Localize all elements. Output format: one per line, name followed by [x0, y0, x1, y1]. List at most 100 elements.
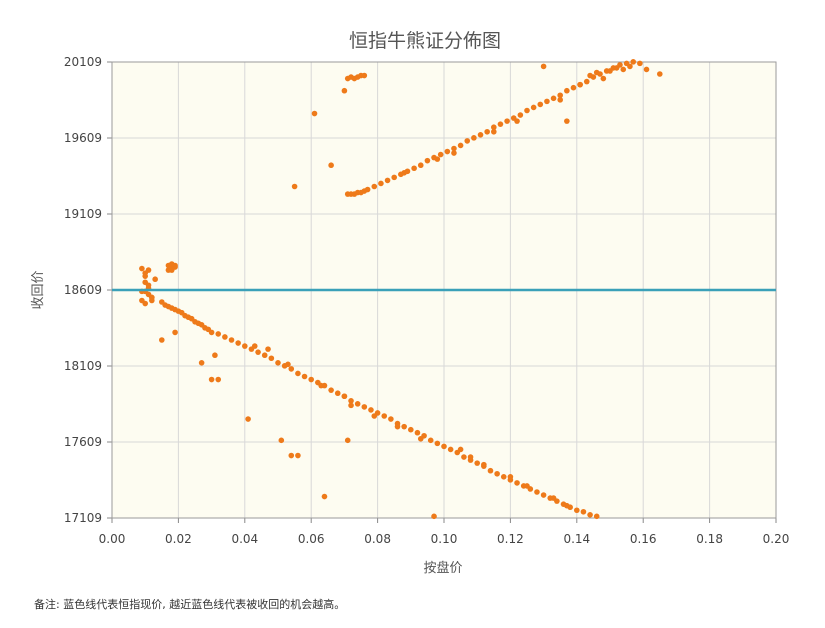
data-point: [517, 112, 524, 118]
data-point: [149, 297, 155, 304]
axes: 0.00 0.02 0.04 0.06 0.08 0.10 0.12 0.14 0.16 0.18…: [64, 55, 790, 546]
data-point: [524, 107, 530, 114]
data-point: [574, 507, 580, 514]
data-point: [564, 87, 570, 94]
x-tick-label: 0.10: [431, 532, 458, 546]
data-point: [152, 276, 158, 283]
data-point: [467, 454, 474, 460]
data-point: [275, 360, 281, 366]
data-point: [491, 128, 497, 135]
data-point: [268, 355, 275, 362]
data-point: [368, 407, 374, 413]
data-point: [583, 78, 590, 85]
y-tick-label: 19109: [64, 207, 102, 221]
y-axis-label: 收回价: [31, 270, 46, 309]
data-point: [474, 460, 481, 466]
data-point: [434, 440, 441, 447]
data-point: [288, 366, 295, 372]
data-point: [381, 413, 388, 419]
data-point: [447, 446, 454, 453]
data-point: [464, 138, 471, 144]
data-point: [142, 270, 148, 276]
data-point: [427, 437, 434, 444]
data-point: [139, 265, 145, 272]
data-point: [424, 157, 431, 164]
x-tick-label: 0.04: [231, 532, 258, 546]
y-tick-label: 20109: [64, 55, 102, 69]
data-point: [530, 104, 537, 111]
data-point: [600, 75, 607, 82]
data-point: [371, 183, 378, 190]
x-tick-label: 0.14: [563, 532, 590, 546]
x-tick-label: 0.16: [630, 532, 657, 546]
data-point: [441, 443, 447, 450]
data-point: [557, 92, 563, 99]
data-point: [261, 352, 268, 359]
data-point: [643, 66, 650, 73]
data-point: [564, 502, 570, 509]
data-point: [607, 68, 613, 74]
data-point: [388, 416, 394, 422]
data-point: [242, 343, 248, 349]
data-point: [361, 72, 368, 79]
data-point: [212, 352, 218, 359]
data-point: [341, 87, 348, 94]
data-point: [417, 436, 424, 442]
data-point: [278, 437, 285, 444]
data-point: [401, 170, 407, 176]
data-point: [168, 265, 175, 272]
data-point: [457, 446, 464, 453]
data-point: [564, 118, 570, 124]
data-point: [557, 97, 563, 103]
data-point: [228, 337, 235, 343]
data-point: [504, 118, 510, 124]
data-point: [431, 513, 437, 520]
data-point: [627, 63, 633, 70]
data-point: [451, 150, 457, 156]
y-tick-label: 18109: [64, 359, 102, 373]
data-point: [344, 437, 351, 444]
data-point: [172, 329, 178, 336]
data-point: [537, 101, 544, 108]
x-tick-label: 0.08: [364, 532, 391, 546]
x-tick-label: 0.00: [99, 532, 126, 546]
data-point: [550, 495, 557, 501]
data-point: [414, 429, 421, 436]
data-point: [411, 165, 417, 172]
data-point: [391, 174, 398, 181]
data-point: [630, 59, 637, 65]
data-point: [354, 401, 361, 407]
data-point: [514, 118, 520, 124]
data-point: [457, 142, 464, 149]
data-point: [384, 177, 391, 184]
data-point: [593, 69, 600, 76]
data-point: [394, 423, 401, 430]
data-point: [215, 331, 222, 337]
data-point: [348, 402, 354, 409]
data-point: [291, 183, 298, 190]
data-point: [198, 360, 205, 366]
data-point: [334, 390, 341, 397]
data-point: [477, 132, 484, 138]
data-point: [444, 148, 451, 155]
data-point: [328, 387, 334, 393]
data-point: [471, 135, 477, 141]
chart-footnote: 备注: 蓝色线代表恒指现价, 越近蓝色线代表被收回的机会越高。: [34, 598, 346, 611]
data-point: [321, 493, 328, 500]
data-point: [434, 156, 441, 162]
data-point: [301, 373, 308, 380]
data-point: [208, 329, 215, 336]
data-point: [437, 151, 444, 158]
data-point: [142, 300, 148, 307]
data-point: [341, 393, 348, 400]
data-point: [461, 454, 467, 460]
data-point: [487, 467, 494, 474]
data-point: [235, 340, 241, 346]
data-point: [222, 334, 228, 340]
y-tick-label: 19609: [64, 131, 102, 145]
data-point: [540, 492, 547, 498]
x-tick-label: 0.02: [165, 532, 192, 546]
data-point: [497, 121, 504, 127]
